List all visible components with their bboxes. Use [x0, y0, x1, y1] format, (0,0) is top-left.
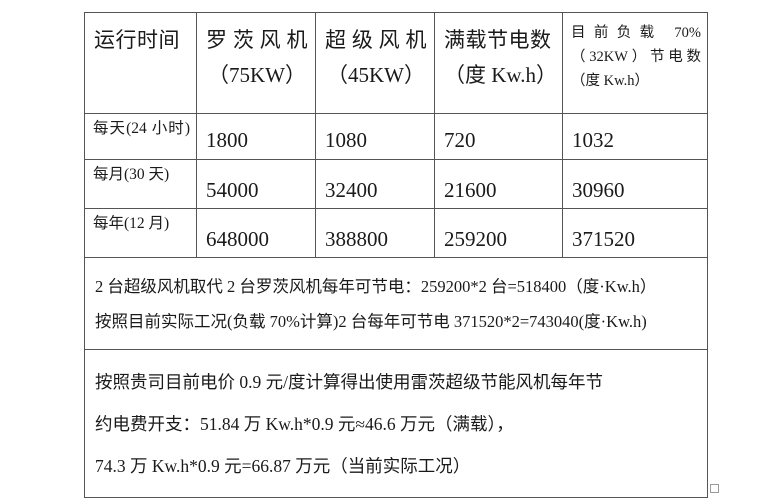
value-yearly-super: 388800	[325, 227, 388, 251]
value-daily-load70: 1032	[572, 128, 614, 152]
row-label-cell-daily: 每天(24 小时)	[84, 113, 197, 160]
value-monthly-super: 32400	[325, 178, 378, 202]
note-line-cost-1: 按照贵司目前电价 0.9 元/度计算得出使用雷茨超级节能风机每年节	[95, 372, 603, 392]
column-subtitle-roots-blower: （75KW）	[208, 63, 306, 87]
cell-monthly-load70: 30960	[562, 159, 708, 209]
table-header-cell-roots-blower: 罗茨风机 （75KW）	[196, 12, 316, 114]
column-subtitle-super-blower: （45KW）	[327, 63, 425, 87]
value-monthly-load70: 30960	[572, 178, 625, 202]
table-header-cell-super-blower: 超级风机 （45KW）	[315, 12, 435, 114]
table-note-row-1: 2 台超级风机取代 2 台罗茨风机每年可节电：259200*2 台=518400…	[84, 257, 708, 350]
table-row: 每月(30 天) 54000 32400 21600 30960	[84, 159, 708, 209]
column-title-runtime: 运行时间	[94, 28, 180, 52]
energy-savings-table: 运行时间 罗茨风机 （75KW） 超级风机 （45KW）	[84, 12, 708, 498]
table-header-cell-runtime: 运行时间	[84, 12, 197, 114]
value-daily-super: 1080	[325, 128, 367, 152]
note-line-actual-condition-savings: 按照目前实际工况(负载 70%计算)2 台每年可节电 371520*2=7430…	[95, 312, 647, 331]
cell-daily-full-load: 720	[434, 113, 563, 160]
row-label-cell-yearly: 每年(12 月)	[84, 208, 197, 258]
note-block-savings: 2 台超级风机取代 2 台罗茨风机每年可节电：259200*2 台=518400…	[85, 258, 707, 349]
note-line-annual-savings: 2 台超级风机取代 2 台罗茨风机每年可节电：259200*2 台=518400…	[95, 277, 657, 296]
table-header-row: 运行时间 罗茨风机 （75KW） 超级风机 （45KW）	[84, 12, 708, 114]
row-label-monthly: 每月(30 天)	[93, 166, 170, 183]
value-yearly-full-load: 259200	[444, 227, 507, 251]
cell-daily-roots: 1800	[196, 113, 316, 160]
value-yearly-load70: 371520	[572, 227, 635, 251]
value-monthly-full-load: 21600	[444, 178, 497, 202]
column-title-load70-line1: 目前负载 70%	[571, 25, 701, 41]
table-row: 每天(24 小时) 1800 1080 720 1032	[84, 113, 708, 160]
cell-yearly-roots: 648000	[196, 208, 316, 258]
note-line-cost-3: 74.3 万 Kw.h*0.9 元=66.87 万元（当前实际工况）	[95, 456, 471, 476]
value-daily-roots: 1800	[206, 128, 248, 152]
note-cell-1: 2 台超级风机取代 2 台罗茨风机每年可节电：259200*2 台=518400…	[84, 257, 708, 350]
cell-monthly-full-load: 21600	[434, 159, 563, 209]
table-note-row-2: 按照贵司目前电价 0.9 元/度计算得出使用雷茨超级节能风机每年节 约电费开支：…	[84, 349, 708, 498]
table-resize-handle[interactable]	[710, 484, 719, 493]
cell-yearly-load70: 371520	[562, 208, 708, 258]
value-monthly-roots: 54000	[206, 178, 259, 202]
note-block-cost: 按照贵司目前电价 0.9 元/度计算得出使用雷茨超级节能风机每年节 约电费开支：…	[85, 350, 707, 497]
cell-yearly-super: 388800	[315, 208, 435, 258]
table-row: 每年(12 月) 648000 388800 259200 371520	[84, 208, 708, 258]
column-subtitle-full-load-savings: （度 Kw.h）	[444, 63, 557, 87]
cell-yearly-full-load: 259200	[434, 208, 563, 258]
row-label-cell-monthly: 每月(30 天)	[84, 159, 197, 209]
row-label-yearly: 每年(12 月)	[93, 215, 170, 232]
table-header-cell-full-load-savings: 满载节电数 （度 Kw.h）	[434, 12, 563, 114]
value-daily-full-load: 720	[444, 128, 476, 152]
cell-monthly-roots: 54000	[196, 159, 316, 209]
table-header-cell-load70-savings: 目前负载 70% （32KW）节电数 （度 Kw.h）	[562, 12, 708, 114]
cell-daily-super: 1080	[315, 113, 435, 160]
cell-monthly-super: 32400	[315, 159, 435, 209]
note-line-cost-2: 约电费开支：51.84 万 Kw.h*0.9 元≈46.6 万元（满载），	[95, 414, 514, 434]
column-title-roots-blower: 罗茨风机	[206, 28, 308, 52]
row-label-daily: 每天(24 小时)	[93, 120, 190, 137]
cell-daily-load70: 1032	[562, 113, 708, 160]
value-yearly-roots: 648000	[206, 227, 269, 251]
column-title-load70-line3: （度 Kw.h）	[571, 73, 650, 89]
column-title-super-blower: 超级风机	[325, 28, 427, 52]
note-cell-2: 按照贵司目前电价 0.9 元/度计算得出使用雷茨超级节能风机每年节 约电费开支：…	[84, 349, 708, 498]
column-title-load70-line2: （32KW）节电数	[571, 49, 701, 65]
column-title-full-load-savings: 满载节电数	[444, 28, 552, 52]
